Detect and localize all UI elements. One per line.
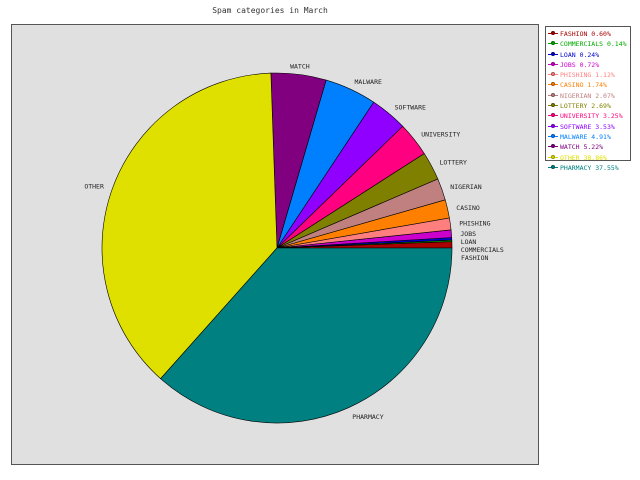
legend-marker (548, 72, 558, 78)
legend-label: WATCH 5.22% (560, 143, 604, 152)
pie-slice-pharmacy (160, 247, 453, 424)
legend-item-pharmacy: PHARMACY 37.55% (546, 163, 630, 173)
legend-item-fashion: FASHION 0.60% (546, 29, 630, 39)
legend-marker (548, 31, 558, 37)
legend-marker (548, 51, 558, 58)
legend-item-software: SOFTWARE 3.53% (546, 122, 630, 132)
slice-label-nigerian: NIGERIAN (450, 183, 481, 191)
legend-label: LOTTERY 2.69% (560, 102, 611, 111)
slice-label-malware: MALWARE (355, 78, 382, 86)
slice-label-jobs: JOBS (460, 230, 476, 238)
legend-marker (548, 41, 558, 47)
slice-label-casino: CASINO (456, 204, 480, 212)
legend-label: OTHER 38.86% (560, 153, 607, 162)
legend-label: FASHION 0.60% (560, 30, 611, 38)
legend-label: SOFTWARE 3.53% (560, 122, 615, 131)
legend-marker (548, 164, 558, 171)
legend-label: COMMERCIALS 0.14% (560, 40, 627, 49)
legend-label: PHISHING 1.12% (560, 71, 615, 80)
slice-label-pharmacy: PHARMACY (352, 413, 383, 421)
legend-label: PHARMACY 37.55% (560, 163, 619, 172)
legend-marker (548, 113, 558, 119)
legend-item-malware: MALWARE 4.91% (546, 132, 630, 142)
legend-marker (548, 133, 558, 140)
legend: FASHION 0.60% COMMERCIALS 0.14% LOAN 0.24%… (545, 26, 631, 172)
pie-slice-other (101, 72, 278, 380)
chart-title: Spam categories in March (212, 6, 328, 15)
legend-item-university: UNIVERSITY 3.25% (546, 111, 630, 121)
legend-marker (548, 154, 558, 161)
legend-item-nigerian: NIGERIAN 2.07% (546, 91, 630, 101)
legend-label: CASINO 1.74% (560, 81, 607, 90)
slice-label-lottery: LOTTERY (440, 159, 467, 167)
legend-label: NIGERIAN 2.07% (560, 91, 615, 100)
legend-marker (548, 92, 558, 99)
legend-item-other: OTHER 38.86% (546, 153, 630, 163)
legend-marker (548, 82, 558, 88)
slice-label-software: SOFTWARE (395, 104, 426, 112)
legend-marker (548, 61, 558, 68)
legend-label: UNIVERSITY 3.25% (560, 112, 623, 121)
legend-marker (548, 103, 558, 109)
slice-label-loan: LOAN (461, 238, 477, 246)
legend-item-loan: LOAN 0.24% (546, 50, 630, 60)
slice-label-phishing: PHISHING (459, 220, 490, 228)
legend-marker (548, 123, 558, 130)
slice-label-university: UNIVERSITY (421, 131, 460, 139)
slice-label-commercials: COMMERCIALS (461, 246, 504, 254)
slice-label-other: OTHER (84, 183, 104, 191)
legend-item-jobs: JOBS 0.72% (546, 60, 630, 70)
legend-label: JOBS 0.72% (560, 60, 600, 69)
legend-item-casino: CASINO 1.74% (546, 80, 630, 90)
legend-item-watch: WATCH 5.22% (546, 142, 630, 152)
legend-item-phishing: PHISHING 1.12% (546, 70, 630, 80)
slice-label-fashion: FASHION (461, 254, 488, 262)
legend-label: LOAN 0.24% (560, 50, 600, 59)
legend-item-lottery: LOTTERY 2.69% (546, 101, 630, 111)
slice-label-watch: WATCH (290, 62, 310, 70)
plot-panel: FASHION COMMERCIALS LOAN JOBS PHISHING CASINO… (11, 24, 539, 465)
legend-item-commercials: COMMERCIALS 0.14% (546, 39, 630, 49)
legend-label: MALWARE 4.91% (560, 132, 611, 141)
legend-marker (548, 144, 558, 150)
